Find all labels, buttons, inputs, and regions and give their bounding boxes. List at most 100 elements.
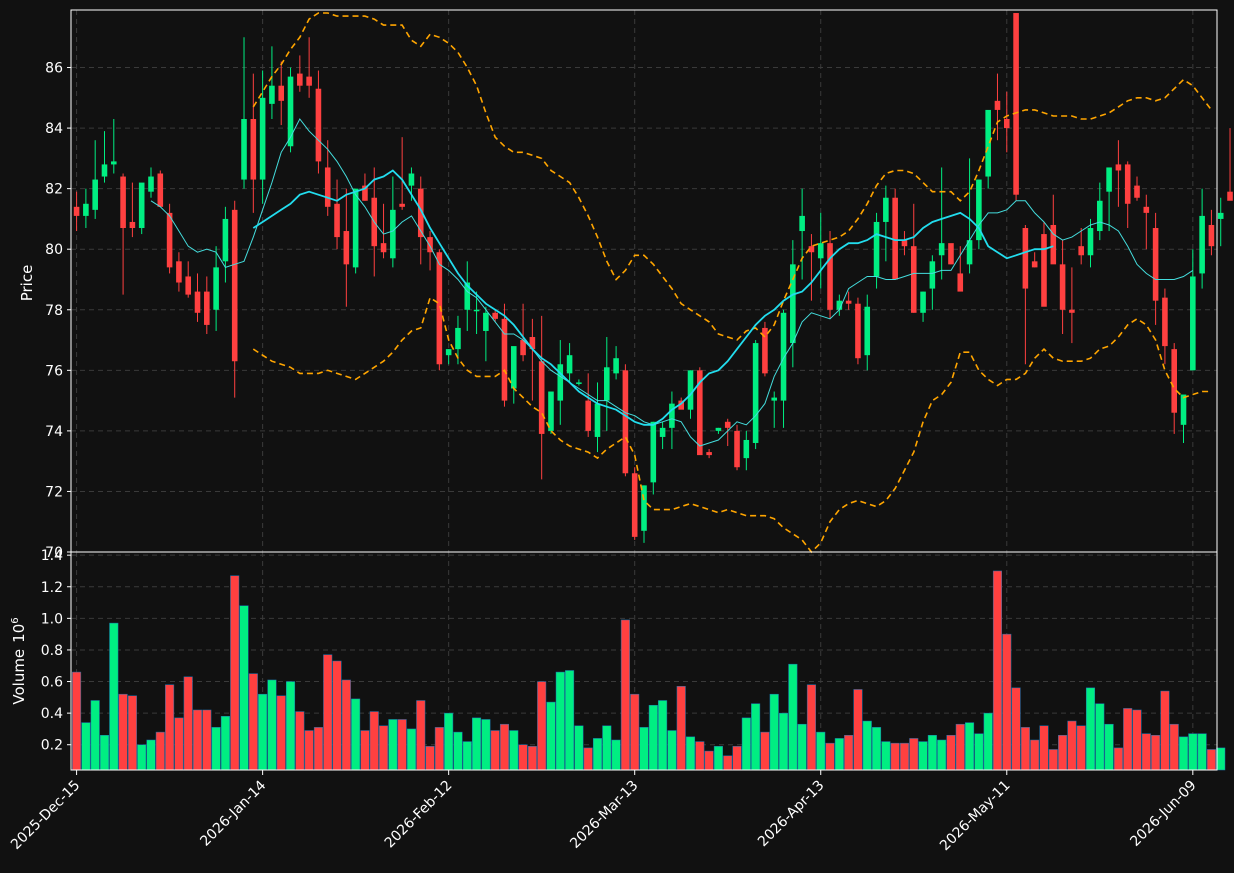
candle-body [101,164,108,177]
candle-body [194,291,201,313]
volume-bar [732,746,742,771]
volume-bar [992,570,1003,771]
candle-body [799,215,805,232]
candle-body [817,243,824,259]
candle-body [213,267,219,310]
candle-body [566,355,573,374]
bollinger-upper-line [252,12,1213,341]
volume-y-tick-label: 0.8 [41,643,63,659]
volume-bar [555,671,565,771]
volume-bar [723,755,733,771]
price-y-tick-label: 86 [45,61,63,77]
volume-bar [862,720,872,771]
candle-body [641,485,647,531]
volume-y-tick-label: 1.0 [41,611,63,627]
candle-body [380,243,387,253]
candle-body [985,109,991,177]
volume-bar [695,741,705,771]
candle-body [231,209,238,362]
candle-body [976,179,982,241]
volume-bar [946,734,956,771]
candle-body [1059,264,1066,310]
candle-body [334,203,340,238]
candle-body [269,85,275,104]
volume-bar [192,709,203,771]
candle-body [464,282,471,310]
volume-bar [844,734,854,771]
candle-body [873,221,880,277]
volume-bar [1067,720,1077,771]
volume-bar [72,671,82,771]
volume-bar [118,693,128,771]
volume-bar [462,741,472,771]
candle-body [548,391,554,431]
candle-body [1199,215,1205,274]
candle-body [241,119,247,180]
candle-body [138,182,145,229]
volume-bar [146,739,156,771]
candle-body [1106,167,1112,192]
candle-body [836,300,843,310]
volume-bar [546,701,556,771]
candle-body [687,370,694,410]
candle-body [259,97,266,180]
volume-bar [760,731,770,771]
candle-body [1031,261,1038,268]
volume-bar [1216,747,1226,771]
candle-body [929,261,936,289]
volume-bar [267,679,277,771]
volume-bar [1197,733,1207,771]
volume-axis-exponent: 6 [10,617,21,623]
candle-body [1078,246,1084,256]
volume-bar [574,725,584,771]
price-y-tick-label: 84 [45,121,63,137]
candle-body [129,221,136,229]
candle-body [1097,200,1103,232]
volume-bar [137,744,147,771]
price-y-ticks: 70 72 74 76 78 80 82 84 86 [45,61,71,561]
candle-body [827,243,833,310]
volume-bar [1178,736,1189,771]
candle-body [1087,228,1094,256]
volume-bar [183,676,193,771]
candle-body [1162,297,1168,347]
volume-bar [648,704,658,771]
bollinger-lower-line [252,296,1212,554]
volume-bar [955,723,965,771]
candle-body [445,349,452,356]
volume-bar [416,700,426,771]
candle-body [520,340,526,356]
candle-body [538,361,545,434]
volume-bar [779,712,789,771]
volume-y-tick-label: 0.2 [41,738,63,754]
candle-body [678,400,684,410]
candle-body [324,167,331,207]
candle-body [399,203,405,207]
volume-bar [388,719,398,771]
volume-bar [667,730,677,771]
candle-body [166,212,173,268]
candle-body [948,243,954,265]
candle-body [73,206,80,216]
candle-body [901,240,908,247]
volume-bar [285,681,296,771]
candle-body [529,337,536,350]
volume-bar [425,746,435,771]
candle-body [743,439,750,459]
candle-body [780,312,787,401]
candle-body [650,421,657,483]
volume-bar [295,711,305,771]
volume-bar [90,700,100,771]
volume-bar [1151,734,1161,771]
price-y-tick-label: 78 [45,303,63,319]
volume-bar [220,716,230,771]
candle-body [92,179,98,210]
volume-bar [1030,739,1040,771]
candle-body [343,231,350,265]
volume-bar [899,742,909,771]
candle-body [1134,185,1140,198]
volume-bar [806,684,816,771]
volume-bar [816,731,826,771]
price-y-tick-label: 82 [45,182,63,198]
volume-bar [769,693,779,771]
